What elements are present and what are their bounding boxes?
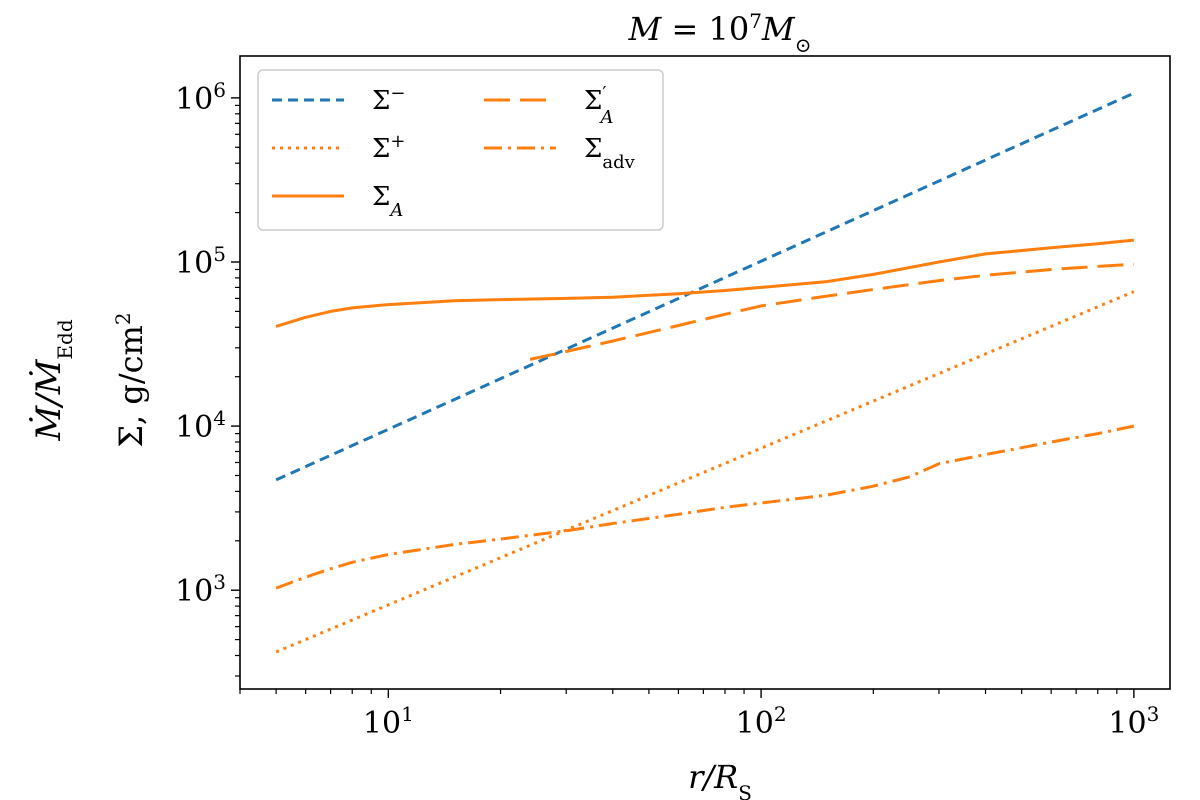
y-tick-label: 103 xyxy=(175,570,226,609)
x-axis-label: r/RS xyxy=(688,758,752,800)
y-tick-label: 104 xyxy=(175,406,226,445)
chart-title: M = 107M⊙ xyxy=(628,9,812,57)
outer-y-axis-label: Ṁ/ṀEdd xyxy=(29,319,77,441)
series-line-3 xyxy=(529,262,1134,361)
x-tick-label: 101 xyxy=(363,702,414,741)
series-line-1 xyxy=(275,290,1135,654)
plot-frame xyxy=(239,55,1171,690)
series-group xyxy=(275,91,1135,654)
legend-label-0: Σ− xyxy=(372,83,405,117)
x-tick-label: 102 xyxy=(736,702,787,741)
series-line-0 xyxy=(275,91,1135,482)
legend: Σ− Σ+ ΣA Σ′ A Σadv xyxy=(257,69,664,231)
axis-ticks: 101 102 103 103 104 105 106 xyxy=(175,78,1159,741)
series-line-4 xyxy=(275,424,1135,590)
y-tick-label: 105 xyxy=(175,242,226,281)
y-axis-label: Σ, g/cm2 xyxy=(111,312,150,447)
x-tick-label: 103 xyxy=(1108,702,1159,741)
legend-label-4: Σadv xyxy=(584,134,636,173)
legend-label-3: Σ′ A xyxy=(584,83,613,129)
y-tick-label: 106 xyxy=(175,78,226,117)
legend-label-2: ΣA xyxy=(372,182,403,221)
legend-label-1: Σ+ xyxy=(372,131,405,165)
series-line-2 xyxy=(275,238,1135,328)
legend-box xyxy=(257,69,664,231)
